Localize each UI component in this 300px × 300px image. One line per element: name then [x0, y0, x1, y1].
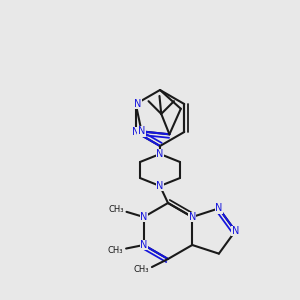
- Text: N: N: [132, 127, 140, 137]
- Text: CH₃: CH₃: [108, 246, 123, 255]
- Text: N: N: [156, 181, 164, 191]
- Text: N: N: [156, 149, 164, 159]
- Text: N: N: [232, 226, 239, 236]
- Text: N: N: [134, 99, 141, 109]
- Text: N: N: [138, 126, 145, 136]
- Text: CH₃: CH₃: [134, 265, 149, 274]
- Text: CH₃: CH₃: [108, 205, 124, 214]
- Text: N: N: [215, 203, 223, 213]
- Text: N: N: [189, 212, 196, 222]
- Text: N: N: [140, 212, 147, 222]
- Text: N: N: [140, 240, 147, 250]
